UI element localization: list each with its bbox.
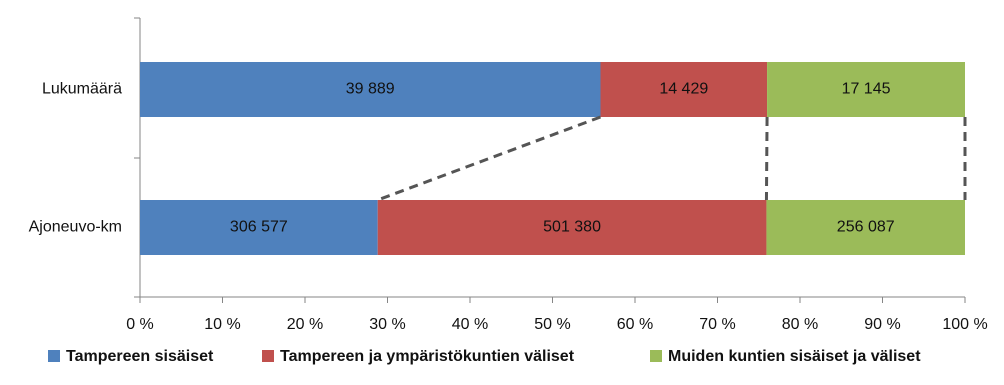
bar-segment <box>377 200 767 255</box>
data-label: 17 145 <box>842 81 891 98</box>
x-tick-label: 100 % <box>942 316 987 333</box>
x-tick-label: 90 % <box>864 316 900 333</box>
x-tick-label: 70 % <box>699 316 735 333</box>
x-tick-label: 10 % <box>204 316 240 333</box>
bar-segment <box>766 200 965 255</box>
legend-swatch <box>262 350 274 362</box>
bar-segment <box>140 200 378 255</box>
category-label: Ajoneuvo-km <box>29 219 122 236</box>
legend-label: Tampereen ja ympäristökuntien väliset <box>280 348 575 365</box>
x-tick-label: 50 % <box>534 316 570 333</box>
x-tick-label: 20 % <box>287 316 323 333</box>
legend-swatch <box>650 350 662 362</box>
connector-line <box>764 116 769 201</box>
x-tick-label: 0 % <box>126 316 154 333</box>
data-label: 501 380 <box>543 219 601 236</box>
bar-segment <box>140 62 601 117</box>
x-tick-label: 60 % <box>617 316 653 333</box>
legend-swatch <box>48 350 60 362</box>
bar-segment <box>767 62 965 117</box>
data-label: 39 889 <box>346 81 395 98</box>
x-tick-label: 40 % <box>452 316 488 333</box>
category-label: Lukumäärä <box>42 81 122 98</box>
data-label: 256 087 <box>837 219 895 236</box>
x-tick-label: 80 % <box>782 316 818 333</box>
legend-label: Tampereen sisäiset <box>66 348 214 365</box>
x-tick-label: 30 % <box>369 316 405 333</box>
data-label: 14 429 <box>659 81 708 98</box>
bar-segment <box>600 62 768 117</box>
connector-line <box>377 115 602 202</box>
data-label: 306 577 <box>230 219 288 236</box>
legend-label: Muiden kuntien sisäiset ja väliset <box>668 348 921 365</box>
